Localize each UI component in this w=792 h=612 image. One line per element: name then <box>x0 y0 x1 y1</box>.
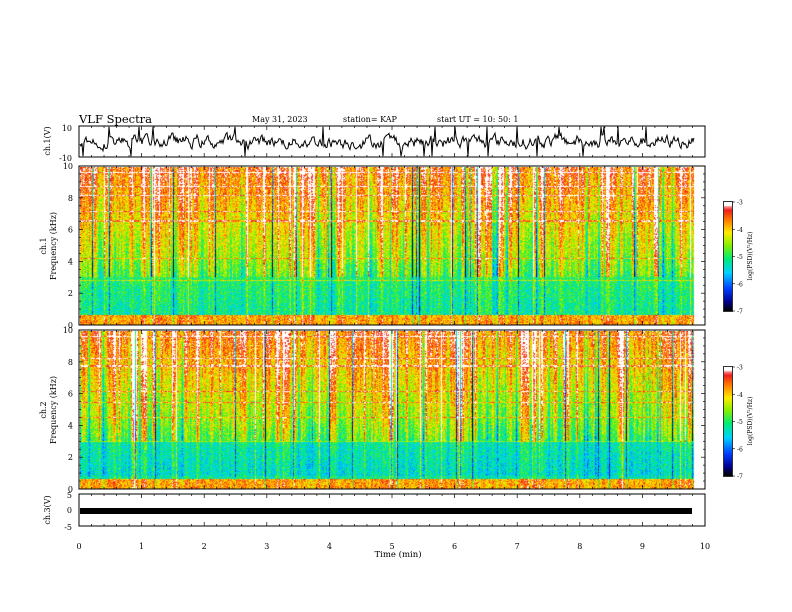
x-tick-label: 9 <box>640 542 645 551</box>
x-tick-label: 10 <box>700 542 710 551</box>
colorbar-tick-label: -3 <box>737 365 743 372</box>
x-axis-label: Time (min) <box>374 549 421 560</box>
ch3-wave-ytick-top: 5 <box>67 491 72 500</box>
ch1-wave-ytick-bottom: -10 <box>59 154 72 163</box>
ch1-spec-yticks: 0 2 4 6 8 10 <box>63 162 705 330</box>
ch2-spectrogram <box>80 331 696 489</box>
ch1-colorbar <box>724 202 732 311</box>
ch1-wave-ylabel: ch.1(V) <box>43 126 52 155</box>
ch1-spec-frame <box>78 165 706 326</box>
y-tick-label: 2 <box>68 453 73 462</box>
colorbar-tick-label: -5 <box>737 419 743 426</box>
y-tick-label: 6 <box>68 226 73 235</box>
date-label: May 31, 2023 <box>252 115 308 124</box>
ch1-spectrogram <box>80 167 696 325</box>
y-tick-label: 8 <box>68 358 73 367</box>
ch2-spec-yticks: 0 2 4 6 8 10 <box>63 326 705 494</box>
x-tick-label: 2 <box>202 542 207 551</box>
colorbar-tick-label: -6 <box>737 281 743 288</box>
ch2-colorbar-frame <box>723 366 733 477</box>
ch1-colorbar-ticks: -3 -4 -5 -6 -7 <box>732 200 743 316</box>
ch2-spec-frame <box>78 329 706 490</box>
x-tick-label: 6 <box>452 542 457 551</box>
ch2-spec-ylabel: Frequency (kHz) <box>49 376 58 444</box>
x-tick-label: 4 <box>327 542 332 551</box>
ch1-wave-panel: 10 -10 ch.1(V) <box>43 124 706 163</box>
ch1-wave-ytick-top: 10 <box>62 124 72 133</box>
colorbar-tick-label: -3 <box>737 200 743 207</box>
y-tick-label: 8 <box>68 194 73 203</box>
ch2-spec-ylabel-channel: ch.2 <box>39 401 48 418</box>
x-tick-label: 7 <box>515 542 520 551</box>
station-label: station= KAP <box>343 115 398 124</box>
ch1-spec-ylabel-channel: ch.1 <box>39 237 48 254</box>
x-tick-label: 5 <box>389 542 394 551</box>
ch2-colorbar-ticks: -3 -4 -5 -6 -7 <box>732 365 743 481</box>
x-tick-label: 3 <box>264 542 269 551</box>
y-tick-label: 10 <box>63 162 73 171</box>
y-tick-label: 0 <box>68 321 73 330</box>
y-tick-label: 0 <box>68 485 73 494</box>
colorbar-tick-label: -4 <box>737 227 743 234</box>
ch2-colorbar-label: log(PSD)(V²/Hz) <box>747 397 754 446</box>
ch3-wave-ytick-mid: 0 <box>67 506 72 515</box>
x-axis-tick-labels: 0 1 2 3 4 5 6 7 8 9 10 <box>76 542 710 551</box>
colorbar-tick-label: -4 <box>737 392 743 399</box>
ch3-wave-ylabel: ch.3(V) <box>43 495 52 524</box>
figure-title: VLF Spectra <box>78 112 152 126</box>
ch3-wave-ytick-bottom: -5 <box>64 523 72 532</box>
ch1-spec-ylabel: Frequency (kHz) <box>49 212 58 280</box>
y-tick-label: 4 <box>68 421 73 430</box>
colorbar-tick-label: -5 <box>737 254 743 261</box>
ch1-colorbar-frame <box>723 201 733 312</box>
x-tick-label: 8 <box>577 542 582 551</box>
x-tick-label: 0 <box>76 542 81 551</box>
ch3-wave-panel: 5 0 -5 ch.3(V) <box>43 491 706 532</box>
ch2-colorbar <box>724 367 732 476</box>
ch1-wave-frame <box>78 125 706 158</box>
colorbar-tick-label: -6 <box>737 446 743 453</box>
start-time-label: start UT = 10: 50: 1 <box>437 115 518 124</box>
y-tick-label: 4 <box>68 257 73 266</box>
colorbar-tick-label: -7 <box>737 474 743 481</box>
ch1-wave-trace <box>79 126 695 157</box>
colorbar-tick-label: -7 <box>737 309 743 316</box>
x-axis-ticks <box>78 126 706 526</box>
x-tick-label: 1 <box>139 542 144 551</box>
ch3-wave-trace <box>80 508 692 514</box>
ch1-colorbar-label: log(PSD)(V²/Hz) <box>747 232 754 281</box>
y-tick-label: 6 <box>68 390 73 399</box>
y-tick-label: 10 <box>63 326 73 335</box>
y-tick-label: 2 <box>68 289 73 298</box>
